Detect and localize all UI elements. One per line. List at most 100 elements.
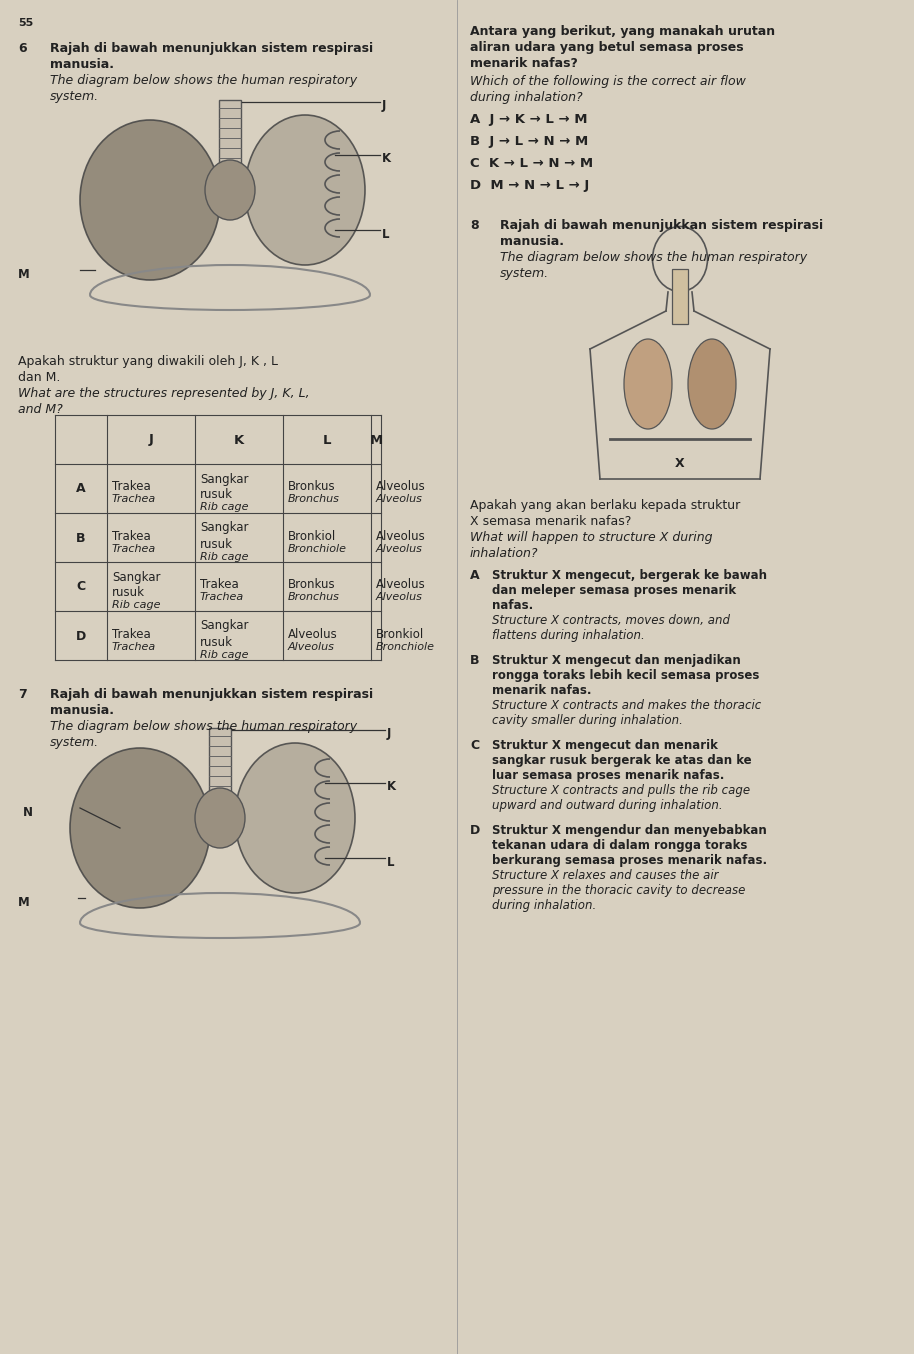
Text: dan meleper semasa proses menarik: dan meleper semasa proses menarik <box>492 584 736 597</box>
Text: The diagram below shows the human respiratory: The diagram below shows the human respir… <box>50 720 357 733</box>
Text: Structure X contracts and pulls the rib cage: Structure X contracts and pulls the rib … <box>492 784 750 798</box>
Text: Sangkar: Sangkar <box>200 473 249 486</box>
Text: C  K → L → N → M: C K → L → N → M <box>470 157 593 171</box>
Text: 6: 6 <box>18 42 27 56</box>
Text: Structure X contracts and makes the thoracic: Structure X contracts and makes the thor… <box>492 699 761 712</box>
Text: Sangkar: Sangkar <box>200 521 249 535</box>
Text: Apakah struktur yang diwakili oleh J, K , L: Apakah struktur yang diwakili oleh J, K … <box>18 355 278 368</box>
Text: Trakea: Trakea <box>112 627 151 640</box>
Text: A  J → K → L → M: A J → K → L → M <box>470 112 588 126</box>
Text: sangkar rusuk bergerak ke atas dan ke: sangkar rusuk bergerak ke atas dan ke <box>492 754 751 766</box>
Text: Struktur X mengecut, bergerak ke bawah: Struktur X mengecut, bergerak ke bawah <box>492 569 767 582</box>
Text: Structure X contracts, moves down, and: Structure X contracts, moves down, and <box>492 613 730 627</box>
Text: Alveolus: Alveolus <box>376 481 426 493</box>
Text: Alveolus: Alveolus <box>376 543 423 554</box>
Text: Rib cage: Rib cage <box>112 601 161 611</box>
Text: dan M.: dan M. <box>18 371 60 385</box>
Text: M: M <box>18 268 30 280</box>
Text: Trachea: Trachea <box>112 494 156 505</box>
Text: Struktur X mengecut dan menjadikan: Struktur X mengecut dan menjadikan <box>492 654 740 668</box>
Ellipse shape <box>205 160 255 219</box>
Text: Rajah di bawah menunjukkan sistem respirasi: Rajah di bawah menunjukkan sistem respir… <box>500 219 824 232</box>
Text: Rib cage: Rib cage <box>200 502 249 513</box>
Text: system.: system. <box>50 737 99 749</box>
Ellipse shape <box>80 121 220 280</box>
Text: J: J <box>382 99 387 112</box>
Text: rusuk: rusuk <box>200 538 233 551</box>
Text: J: J <box>387 727 391 741</box>
Text: Trakea: Trakea <box>112 481 151 493</box>
Ellipse shape <box>235 743 355 894</box>
Text: K: K <box>234 433 244 447</box>
Text: K: K <box>382 153 391 165</box>
Text: system.: system. <box>50 89 99 103</box>
Text: X: X <box>675 458 685 470</box>
Text: Sangkar: Sangkar <box>200 620 249 632</box>
Text: A: A <box>76 482 86 496</box>
Text: C: C <box>470 739 479 751</box>
Text: during inhalation?: during inhalation? <box>470 91 582 104</box>
Ellipse shape <box>245 115 365 265</box>
Text: Alveolus: Alveolus <box>376 578 426 592</box>
Text: menarik nafas?: menarik nafas? <box>470 57 578 70</box>
Text: Rajah di bawah menunjukkan sistem respirasi: Rajah di bawah menunjukkan sistem respir… <box>50 42 373 56</box>
Text: Alveolus: Alveolus <box>376 529 426 543</box>
Text: Antara yang berikut, yang manakah urutan: Antara yang berikut, yang manakah urutan <box>470 24 775 38</box>
Text: B  J → L → N → M: B J → L → N → M <box>470 135 589 148</box>
Text: N: N <box>23 806 33 819</box>
Ellipse shape <box>70 747 210 909</box>
Text: rusuk: rusuk <box>200 489 233 501</box>
Text: flattens during inhalation.: flattens during inhalation. <box>492 630 644 642</box>
Text: tekanan udara di dalam rongga toraks: tekanan udara di dalam rongga toraks <box>492 839 748 852</box>
Text: manusia.: manusia. <box>50 58 114 70</box>
Text: Bronchus: Bronchus <box>288 593 340 603</box>
Text: Which of the following is the correct air flow: Which of the following is the correct ai… <box>470 74 746 88</box>
Text: L: L <box>382 227 389 241</box>
Ellipse shape <box>195 788 245 848</box>
Text: and M?: and M? <box>18 403 63 416</box>
Text: rusuk: rusuk <box>112 586 145 600</box>
Text: Rib cage: Rib cage <box>200 551 249 562</box>
Text: Trachea: Trachea <box>112 642 156 651</box>
Text: manusia.: manusia. <box>50 704 114 718</box>
Text: Rib cage: Rib cage <box>200 650 249 659</box>
Text: Trachea: Trachea <box>200 593 244 603</box>
Text: menarik nafas.: menarik nafas. <box>492 684 591 697</box>
Text: cavity smaller during inhalation.: cavity smaller during inhalation. <box>492 714 683 727</box>
Text: Bronkiol: Bronkiol <box>376 627 424 640</box>
Text: L: L <box>323 433 331 447</box>
Ellipse shape <box>688 338 736 429</box>
Text: What are the structures represented by J, K, L,: What are the structures represented by J… <box>18 387 310 399</box>
Text: Struktur X mengecut dan menarik: Struktur X mengecut dan menarik <box>492 739 717 751</box>
Text: Trachea: Trachea <box>112 543 156 554</box>
Text: manusia.: manusia. <box>500 236 564 248</box>
Text: rongga toraks lebih kecil semasa proses: rongga toraks lebih kecil semasa proses <box>492 669 760 682</box>
Text: A: A <box>470 569 480 582</box>
Text: Apakah yang akan berlaku kepada struktur: Apakah yang akan berlaku kepada struktur <box>470 500 740 512</box>
Text: C: C <box>77 581 86 593</box>
Text: luar semasa proses menarik nafas.: luar semasa proses menarik nafas. <box>492 769 725 783</box>
Text: Trakea: Trakea <box>200 578 239 592</box>
Text: upward and outward during inhalation.: upward and outward during inhalation. <box>492 799 723 812</box>
Text: Struktur X mengendur dan menyebabkan: Struktur X mengendur dan menyebabkan <box>492 825 767 837</box>
Text: Bronkus: Bronkus <box>288 578 335 592</box>
Text: berkurang semasa proses menarik nafas.: berkurang semasa proses menarik nafas. <box>492 854 767 867</box>
Text: D: D <box>76 630 86 643</box>
Text: rusuk: rusuk <box>200 635 233 649</box>
Text: Bronkus: Bronkus <box>288 481 335 493</box>
Text: Alveolus: Alveolus <box>376 494 423 505</box>
Text: M: M <box>18 895 30 909</box>
Text: M: M <box>369 433 383 447</box>
Bar <box>209 728 231 798</box>
Text: Alveolus: Alveolus <box>376 593 423 603</box>
Text: L: L <box>387 856 395 868</box>
Text: Bronchiole: Bronchiole <box>288 543 347 554</box>
Text: Rajah di bawah menunjukkan sistem respirasi: Rajah di bawah menunjukkan sistem respir… <box>50 688 373 701</box>
Text: 7: 7 <box>18 688 27 701</box>
Text: The diagram below shows the human respiratory: The diagram below shows the human respir… <box>500 250 807 264</box>
Text: D: D <box>470 825 480 837</box>
Text: J: J <box>149 433 154 447</box>
Text: Structure X relaxes and causes the air: Structure X relaxes and causes the air <box>492 869 718 881</box>
Text: aliran udara yang betul semasa proses: aliran udara yang betul semasa proses <box>470 41 744 54</box>
Text: Bronchus: Bronchus <box>288 494 340 505</box>
